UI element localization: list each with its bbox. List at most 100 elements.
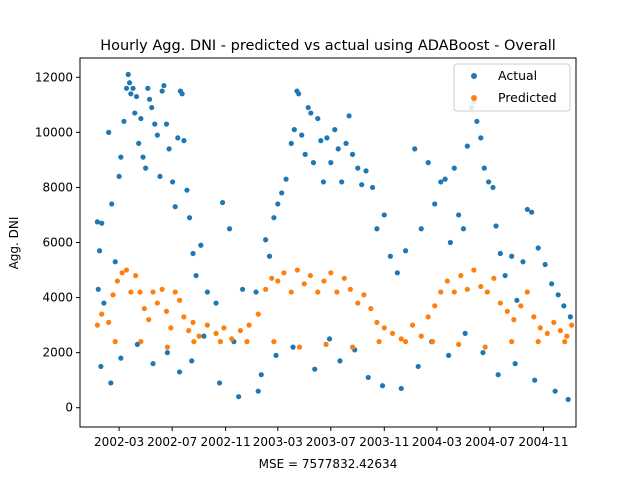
actual-point (497, 250, 503, 257)
actual-point (132, 110, 138, 116)
y-tick-label: 8000 (42, 180, 73, 194)
predicted-point (551, 319, 557, 325)
predicted-point (137, 289, 143, 295)
predicted-point (164, 344, 170, 350)
predicted-point (146, 317, 152, 323)
actual-point (328, 160, 334, 166)
predicted-point (564, 333, 570, 339)
actual-point (315, 115, 321, 122)
actual-point (140, 154, 146, 160)
actual-point (412, 146, 418, 152)
actual-point (190, 250, 196, 257)
actual-point (273, 352, 279, 358)
actual-point (425, 160, 431, 166)
y-axis-label: Agg. DNI (7, 217, 21, 270)
predicted-point (438, 289, 444, 295)
predicted-point (569, 322, 575, 328)
predicted-point (263, 286, 269, 292)
predicted-point (246, 322, 252, 328)
actual-point (216, 380, 223, 386)
predicted-point (482, 344, 488, 350)
plot-area (94, 71, 575, 403)
actual-point (145, 85, 151, 91)
actual-point (118, 355, 124, 361)
actual-point (349, 151, 356, 157)
actual-point (181, 138, 187, 144)
actual-point (403, 248, 409, 254)
actual-point (98, 363, 104, 370)
predicted-point (141, 305, 147, 312)
predicted-point (349, 344, 356, 350)
predicted-point (275, 278, 281, 284)
actual-point (520, 259, 526, 265)
actual-point (552, 388, 558, 394)
actual-point (481, 165, 487, 171)
actual-point (308, 110, 314, 116)
predicted-point (114, 278, 120, 284)
actual-point (186, 215, 193, 221)
actual-point (258, 372, 264, 378)
chart-title: Hourly Agg. DNI - predicted vs actual us… (100, 38, 556, 54)
actual-point (116, 173, 122, 180)
legend-marker-predicted (471, 95, 477, 101)
predicted-point (355, 300, 361, 306)
actual-point (255, 388, 261, 394)
actual-point (326, 336, 333, 342)
actual-point (150, 361, 156, 367)
actual-point (490, 184, 496, 191)
actual-point (219, 199, 226, 206)
predicted-point (110, 292, 116, 298)
actual-point (279, 190, 285, 196)
predicted-point (154, 300, 160, 306)
x-tick-label: 2004-11 (518, 435, 568, 449)
legend-label-predicted: Predicted (498, 90, 557, 105)
predicted-point (524, 289, 530, 295)
predicted-point (368, 305, 374, 312)
predicted-point (491, 275, 497, 281)
actual-point (365, 374, 371, 381)
predicted-point (429, 339, 436, 345)
actual-point (201, 333, 207, 339)
predicted-point (196, 333, 202, 339)
predicted-point (94, 322, 100, 328)
actual-point (179, 91, 185, 97)
predicted-point (106, 319, 112, 325)
actual-point (549, 281, 555, 287)
actual-point (266, 253, 273, 259)
actual-point (283, 176, 289, 182)
actual-point (335, 146, 341, 152)
predicted-point (432, 303, 438, 309)
actual-point (236, 394, 242, 400)
predicted-point (221, 325, 227, 331)
actual-point (502, 272, 508, 279)
predicted-point (296, 344, 303, 350)
predicted-point (409, 322, 416, 328)
predicted-point (315, 289, 321, 295)
predicted-point (159, 286, 165, 292)
actual-point (121, 118, 127, 124)
predicted-point (237, 328, 244, 334)
predicted-point (456, 341, 462, 347)
actual-point (213, 300, 219, 306)
y-tick-label: 12000 (35, 70, 73, 84)
predicted-point (504, 308, 510, 314)
actual-point (320, 179, 327, 185)
actual-point (561, 303, 567, 309)
actual-point (542, 261, 548, 268)
predicted-point (128, 289, 134, 295)
predicted-point (478, 283, 484, 290)
y-tick-label: 10000 (35, 125, 73, 139)
predicted-point (307, 272, 313, 279)
actual-point (130, 85, 136, 91)
predicted-point (518, 303, 524, 309)
predicted-point (301, 281, 307, 287)
actual-point (143, 165, 149, 171)
actual-point (339, 179, 345, 185)
actual-point (394, 270, 400, 276)
actual-point (324, 135, 330, 141)
legend-label-actual: Actual (498, 68, 537, 83)
actual-point (438, 179, 444, 185)
actual-point (514, 297, 520, 303)
predicted-point (531, 314, 537, 320)
predicted-point (176, 297, 183, 303)
